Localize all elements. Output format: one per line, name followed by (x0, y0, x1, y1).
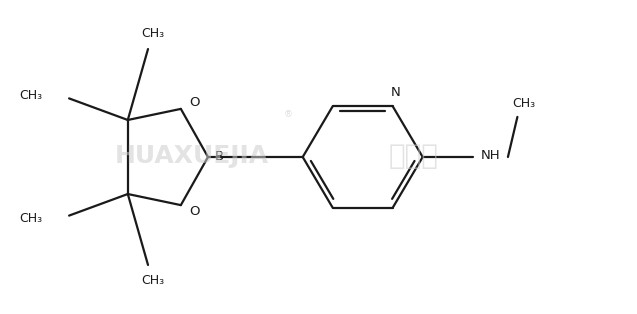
Text: B: B (215, 150, 224, 164)
Text: 化学加: 化学加 (389, 142, 438, 170)
Text: NH: NH (481, 149, 501, 162)
Text: CH₃: CH₃ (141, 274, 164, 287)
Text: CH₃: CH₃ (20, 89, 43, 102)
Text: CH₃: CH₃ (512, 97, 535, 110)
Text: ®: ® (283, 111, 292, 120)
Text: O: O (189, 96, 200, 109)
Text: N: N (391, 86, 401, 99)
Text: CH₃: CH₃ (141, 27, 164, 40)
Text: HUAXUEJIA: HUAXUEJIA (115, 144, 269, 168)
Text: CH₃: CH₃ (20, 212, 43, 225)
Text: O: O (189, 205, 200, 218)
